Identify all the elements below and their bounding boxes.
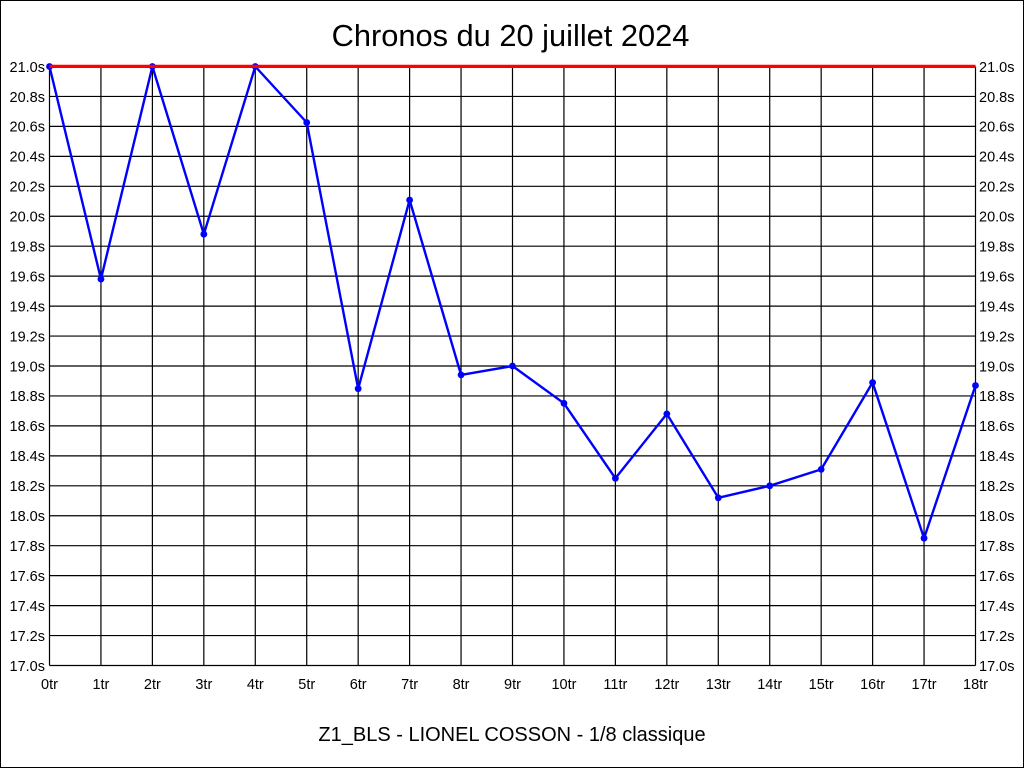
svg-text:20.4s: 20.4s (979, 150, 1014, 166)
svg-text:17.2s: 17.2s (10, 629, 45, 645)
svg-text:14tr: 14tr (757, 677, 782, 693)
svg-text:18.2s: 18.2s (979, 479, 1014, 495)
svg-text:17.6s: 17.6s (10, 569, 45, 585)
svg-text:19.2s: 19.2s (10, 329, 45, 345)
svg-text:21.0s: 21.0s (979, 60, 1014, 76)
svg-text:20.0s: 20.0s (979, 210, 1014, 226)
svg-text:Chronos du 20 juillet 2024: Chronos du 20 juillet 2024 (332, 18, 690, 53)
svg-text:11tr: 11tr (603, 677, 627, 693)
svg-text:20.0s: 20.0s (10, 210, 45, 226)
svg-text:17.8s: 17.8s (979, 539, 1014, 555)
svg-text:19.6s: 19.6s (10, 269, 45, 285)
svg-text:15tr: 15tr (809, 677, 834, 693)
svg-text:0tr: 0tr (41, 677, 58, 693)
svg-text:Z1_BLS - LIONEL COSSON - 1/8 c: Z1_BLS - LIONEL COSSON - 1/8 classique (318, 724, 705, 746)
svg-text:9tr: 9tr (504, 677, 521, 693)
svg-text:18tr: 18tr (963, 677, 988, 693)
svg-text:18.2s: 18.2s (10, 479, 45, 495)
svg-text:18.6s: 18.6s (10, 419, 45, 435)
svg-text:20.4s: 20.4s (10, 150, 45, 166)
svg-text:18.4s: 18.4s (10, 449, 45, 465)
svg-text:17tr: 17tr (912, 677, 937, 693)
svg-text:2tr: 2tr (144, 677, 161, 693)
svg-text:6tr: 6tr (350, 677, 367, 693)
svg-text:17.2s: 17.2s (979, 629, 1014, 645)
svg-text:5tr: 5tr (298, 677, 315, 693)
svg-text:19.6s: 19.6s (979, 269, 1014, 285)
svg-text:3tr: 3tr (195, 677, 212, 693)
svg-text:20.6s: 20.6s (10, 120, 45, 136)
svg-text:19.4s: 19.4s (10, 299, 45, 315)
svg-text:17.6s: 17.6s (979, 569, 1014, 585)
svg-text:18.0s: 18.0s (10, 509, 45, 525)
svg-text:17.4s: 17.4s (10, 599, 45, 615)
svg-text:17.4s: 17.4s (979, 599, 1014, 615)
svg-text:19.0s: 19.0s (10, 359, 45, 375)
svg-text:17.0s: 17.0s (979, 659, 1014, 675)
svg-text:7tr: 7tr (401, 677, 418, 693)
svg-text:20.8s: 20.8s (979, 90, 1014, 106)
svg-text:13tr: 13tr (706, 677, 731, 693)
svg-text:1tr: 1tr (92, 677, 109, 693)
svg-text:19.0s: 19.0s (979, 359, 1014, 375)
svg-text:10tr: 10tr (551, 677, 576, 693)
svg-text:18.6s: 18.6s (979, 419, 1014, 435)
svg-text:17.0s: 17.0s (10, 659, 45, 675)
svg-text:20.8s: 20.8s (10, 90, 45, 106)
svg-text:17.8s: 17.8s (10, 539, 45, 555)
svg-text:18.0s: 18.0s (979, 509, 1014, 525)
svg-text:18.8s: 18.8s (979, 389, 1014, 405)
svg-text:19.8s: 19.8s (10, 240, 45, 256)
svg-text:20.2s: 20.2s (979, 180, 1014, 196)
svg-text:19.8s: 19.8s (979, 240, 1014, 256)
svg-text:20.6s: 20.6s (979, 120, 1014, 136)
svg-text:8tr: 8tr (453, 677, 470, 693)
svg-text:4tr: 4tr (247, 677, 264, 693)
svg-text:18.8s: 18.8s (10, 389, 45, 405)
svg-text:19.4s: 19.4s (979, 299, 1014, 315)
svg-text:20.2s: 20.2s (10, 180, 45, 196)
svg-text:12tr: 12tr (654, 677, 679, 693)
svg-text:16tr: 16tr (860, 677, 885, 693)
svg-text:19.2s: 19.2s (979, 329, 1014, 345)
svg-text:21.0s: 21.0s (10, 60, 45, 76)
svg-text:18.4s: 18.4s (979, 449, 1014, 465)
